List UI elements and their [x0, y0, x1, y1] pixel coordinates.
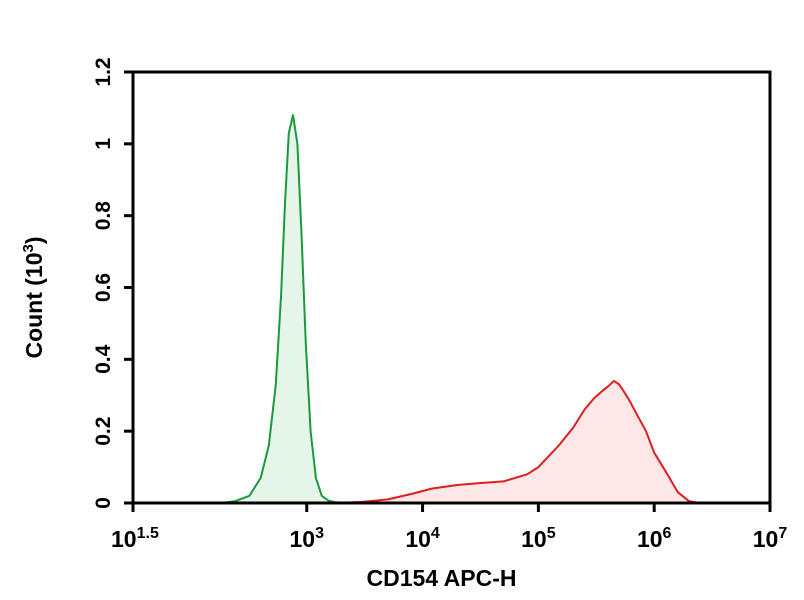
x-tick-label-base: 10: [521, 526, 547, 552]
x-tick-label-base: 10: [405, 526, 431, 552]
y-tick-label: 1: [92, 138, 115, 150]
x-tick-label: 103: [290, 525, 325, 552]
x-tick-label: 104: [405, 525, 440, 552]
x-tick-label-exponent: 1.5: [137, 525, 159, 542]
x-axis-ticks: 101.5 103 104 105 106 107: [111, 503, 787, 552]
x-axis-label: CD154 APC-H: [367, 565, 517, 591]
x-tick-label: 101.5: [111, 525, 159, 552]
y-axis-label-close: ): [21, 236, 47, 244]
series-1-area: [220, 115, 345, 503]
x-tick-label: 105: [521, 525, 556, 552]
x-tick-label-exponent: 3: [315, 525, 324, 542]
y-axis-label: Count (103): [20, 236, 47, 358]
y-tick-label: 0.2: [92, 417, 115, 446]
y-tick-label: 0: [92, 497, 115, 509]
x-tick-label-base: 10: [290, 526, 316, 552]
y-tick-label: 0.6: [92, 273, 115, 302]
y-axis-label-main: Count (10: [21, 252, 47, 358]
y-axis-ticks: 0 0.2 0.4 0.6 0.8 1 1.2: [92, 57, 133, 509]
y-axis-label-exponent: 3: [20, 244, 37, 252]
plot-area-frame: [131, 70, 772, 505]
x-tick-label-exponent: 4: [431, 525, 440, 542]
y-tick-label: 0.8: [92, 201, 115, 231]
x-tick-label-base: 10: [753, 526, 779, 552]
y-tick-label: 1.2: [92, 57, 115, 86]
y-tick-label: 0.4: [92, 344, 115, 374]
x-tick-label-exponent: 7: [778, 525, 787, 542]
series-layer: [220, 114, 701, 504]
series-1-line: [220, 114, 345, 504]
x-tick-label-base: 10: [111, 526, 137, 552]
x-tick-label: 107: [753, 525, 788, 552]
x-tick-label-exponent: 6: [663, 525, 672, 542]
x-tick-label-exponent: 5: [547, 525, 556, 542]
x-tick-label-base: 10: [637, 526, 663, 552]
x-tick-label: 106: [637, 525, 672, 552]
series-2-area: [336, 380, 701, 503]
series-2-line: [336, 379, 701, 504]
